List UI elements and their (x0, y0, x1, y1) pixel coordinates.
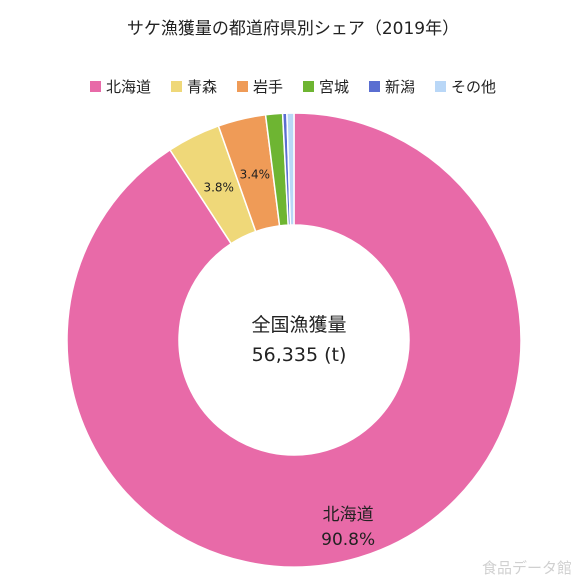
legend-item: 宮城 (303, 76, 349, 97)
watermark: 食品データ館 (481, 559, 572, 577)
legend-item: 北海道 (89, 76, 151, 97)
data-label-name: 北海道 (323, 505, 374, 525)
data-label-value: 90.8% (321, 530, 375, 550)
center-label-title: 全国漁獲量 (251, 314, 346, 336)
slice-0 (66, 112, 522, 568)
legend-label: 新潟 (385, 78, 416, 96)
slice-5 (286, 112, 295, 226)
legend-swatch (369, 81, 381, 92)
legend-label: その他 (451, 78, 497, 96)
legend-swatch (303, 81, 314, 92)
data-label-value: 3.4% (240, 168, 271, 182)
legend-swatch (89, 81, 101, 92)
legend-swatch (236, 81, 248, 92)
legend-swatch (435, 81, 447, 92)
legend-label: 岩手 (252, 78, 283, 96)
legend: 北海道 青森 岩手 宮城 新潟 その他 (0, 76, 586, 97)
legend-swatch (170, 81, 182, 92)
chart-title: サケ漁獲量の都道府県別シェア（2019年） (126, 19, 460, 39)
legend-item: 岩手 (236, 76, 283, 97)
legend-label: 青森 (186, 78, 217, 96)
legend-item: その他 (435, 76, 496, 97)
legend-label: 宮城 (319, 78, 350, 96)
data-label-value: 3.8% (203, 181, 234, 195)
center-label-total: 56,335 (t) (252, 344, 347, 366)
legend-label: 北海道 (105, 78, 151, 96)
legend-item: 新潟 (369, 76, 415, 97)
legend-item: 青森 (170, 76, 217, 97)
